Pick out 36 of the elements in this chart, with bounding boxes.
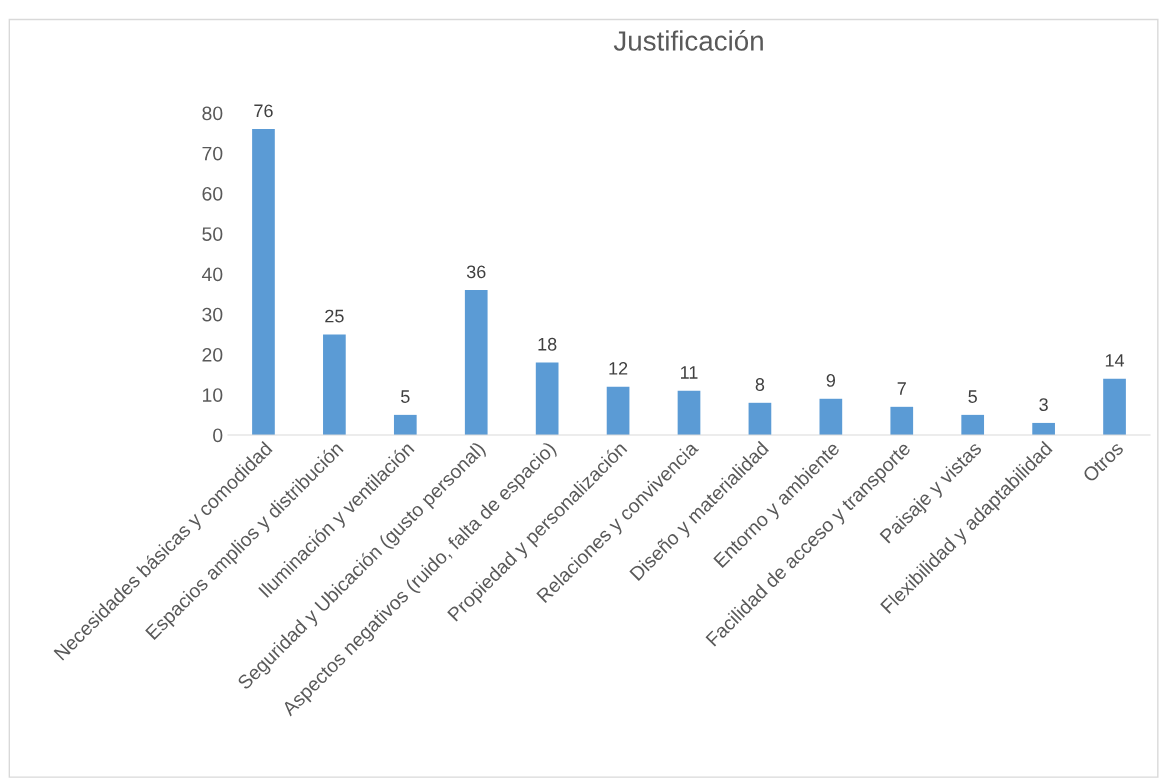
bar — [252, 129, 275, 435]
data-label: 5 — [968, 390, 977, 403]
y-tick-label: 80 — [202, 106, 223, 121]
bar — [1032, 422, 1055, 435]
y-tick-label: 60 — [202, 186, 223, 201]
bar — [535, 362, 559, 435]
y-tick-label: 50 — [202, 227, 223, 241]
data-label: 12 — [609, 362, 628, 375]
y-tick-label: 30 — [202, 307, 223, 322]
bar — [464, 290, 488, 435]
bar — [819, 398, 843, 435]
data-label: 3 — [1039, 398, 1048, 412]
chart-title: Justificación — [613, 30, 763, 51]
bar — [748, 402, 772, 435]
data-label: 18 — [538, 337, 557, 351]
bar — [606, 386, 630, 435]
y-tick-label: 20 — [202, 347, 223, 362]
data-label: 7 — [897, 382, 906, 395]
y-tick-label: 0 — [213, 428, 223, 443]
y-tick-label: 70 — [202, 146, 223, 161]
bar — [323, 334, 346, 435]
data-label: 5 — [401, 390, 410, 403]
data-label: 36 — [466, 265, 486, 279]
y-tick-label: 40 — [201, 267, 223, 282]
bar — [1103, 378, 1126, 435]
y-tick-label: 10 — [203, 388, 223, 402]
bar — [890, 406, 914, 435]
data-label: 25 — [325, 309, 344, 323]
data-label: 76 — [254, 104, 273, 118]
data-label: 14 — [1105, 354, 1125, 367]
bar — [677, 390, 701, 435]
bar — [393, 414, 417, 435]
data-label: 11 — [681, 366, 698, 379]
bar — [961, 414, 985, 435]
data-label: 9 — [826, 374, 836, 387]
data-label: 8 — [755, 378, 765, 391]
